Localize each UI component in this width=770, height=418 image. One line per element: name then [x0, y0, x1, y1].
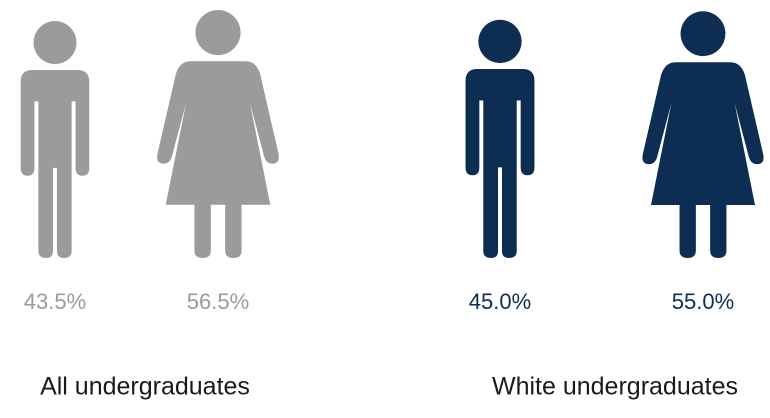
- person-icon: [20, 21, 90, 258]
- icon-body: [20, 69, 90, 258]
- icon-body: [157, 61, 279, 259]
- value-label: 55.0%: [672, 289, 734, 314]
- chart-title: All undergraduates: [40, 373, 250, 401]
- icon-body: [465, 68, 535, 259]
- value-label: 56.5%: [187, 289, 249, 314]
- person-icon: [465, 19, 535, 259]
- icon-head: [680, 11, 726, 57]
- chart-title: White undergraduates: [492, 373, 738, 401]
- value-label: 43.5%: [24, 289, 86, 314]
- icon-head: [478, 19, 522, 64]
- icon-head: [33, 21, 77, 65]
- value-label: 45.0%: [469, 289, 531, 314]
- icon-head: [195, 9, 241, 56]
- icon-body: [642, 62, 764, 259]
- person-icon: [157, 9, 279, 259]
- person-icon: [642, 11, 764, 259]
